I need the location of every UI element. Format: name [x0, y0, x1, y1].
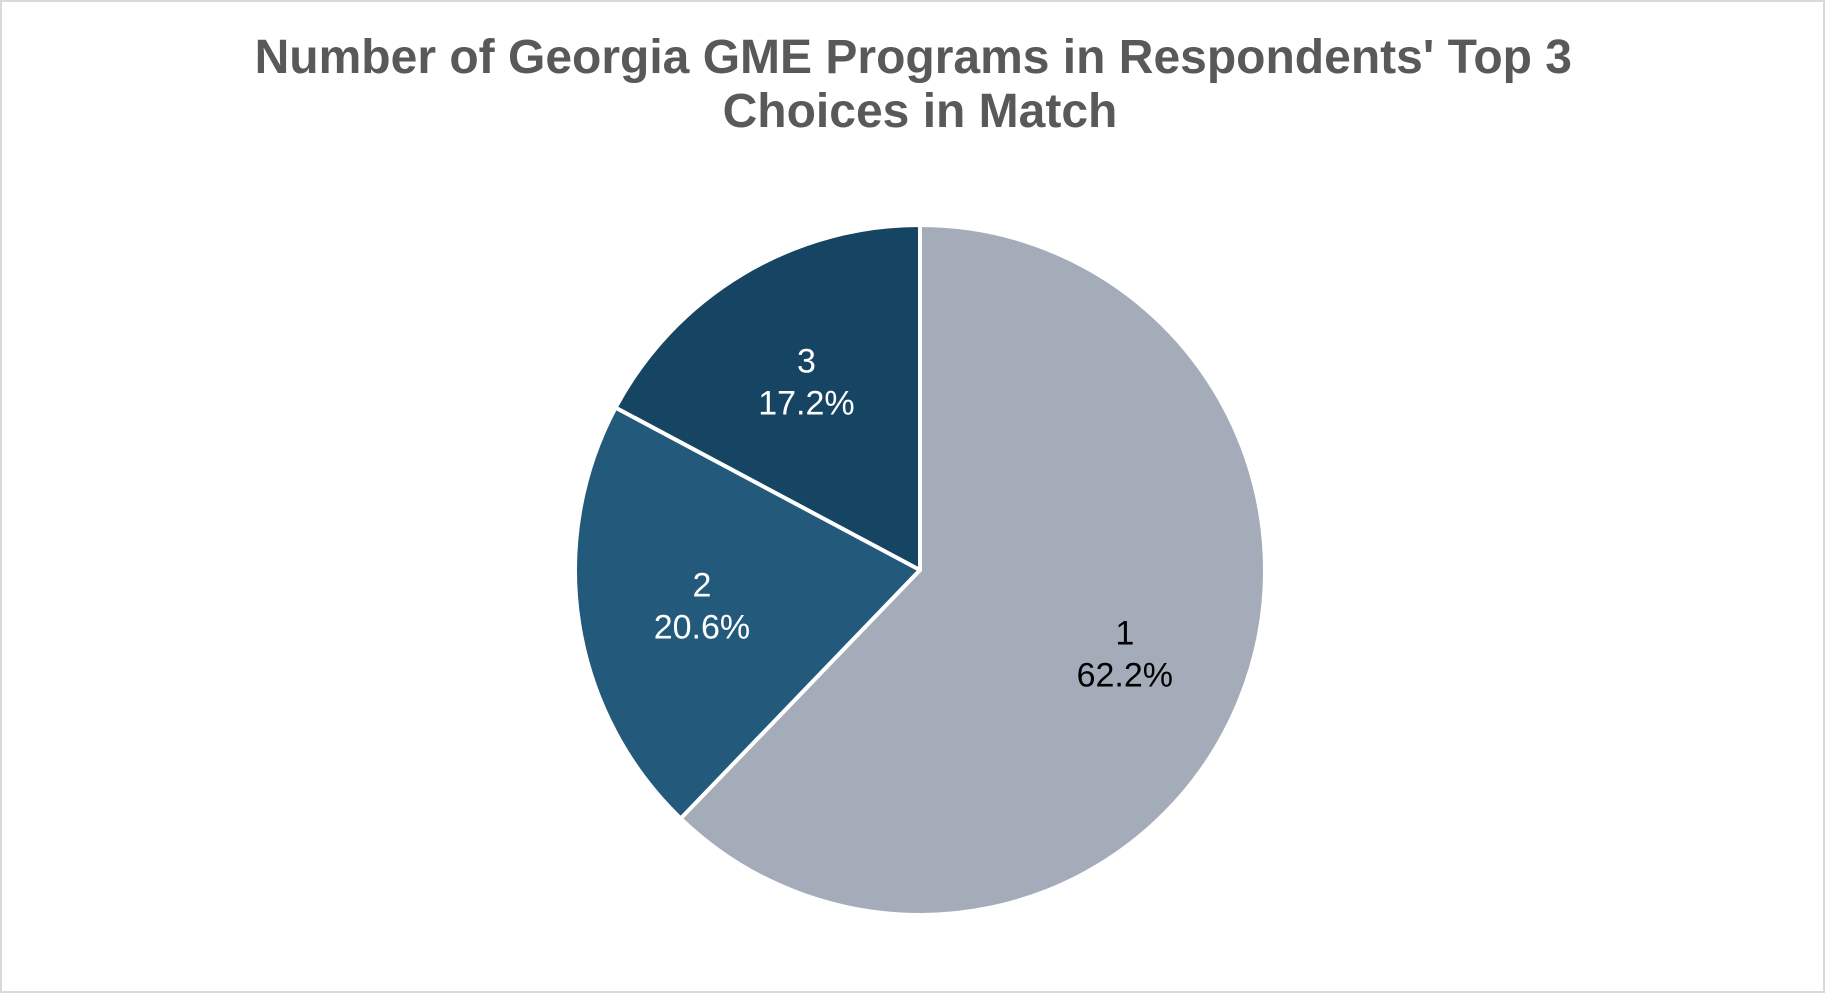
- chart-title: Number of Georgia GME Programs in Respon…: [255, 31, 1586, 138]
- data-label-3: 3 17.2%: [758, 343, 854, 423]
- pie-slice-1: [678, 223, 1267, 917]
- chart-title-line-1: Number of Georgia GME Programs in Respon…: [255, 31, 1572, 84]
- data-label-percent: 62.2%: [1077, 657, 1173, 695]
- data-label-category: 2: [692, 567, 711, 605]
- pie-slice-2: [573, 405, 922, 821]
- data-label-2: 2 20.6%: [654, 567, 750, 647]
- data-label-category: 3: [797, 343, 816, 381]
- pie-slices: [573, 223, 1267, 917]
- chart-title-line-2: Choices in Match: [723, 85, 1118, 138]
- data-label-percent: 20.6%: [654, 609, 750, 647]
- data-label-percent: 17.2%: [758, 385, 854, 423]
- data-label-category: 1: [1115, 615, 1134, 653]
- pie-data-labels: 1 62.2% 2 20.6% 3 17.2%: [654, 343, 1173, 695]
- pie-slice-3: [613, 223, 922, 572]
- data-label-1: 1 62.2%: [1077, 615, 1173, 695]
